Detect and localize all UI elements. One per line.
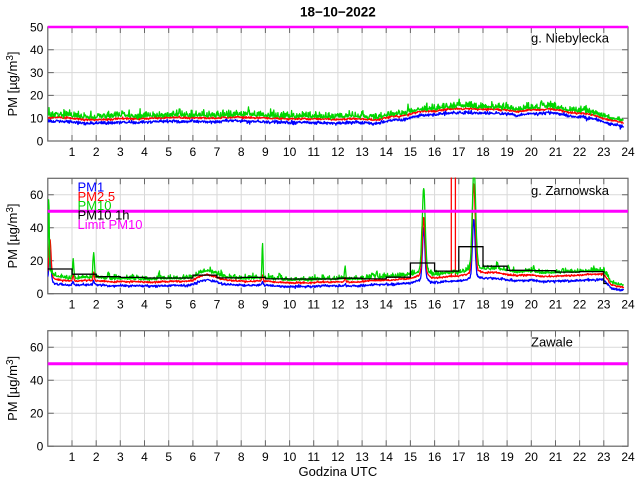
svg-text:60: 60	[30, 341, 44, 355]
svg-text:Limit PM10: Limit PM10	[78, 217, 143, 232]
svg-text:24: 24	[621, 298, 635, 312]
svg-text:8: 8	[238, 145, 245, 159]
svg-text:17: 17	[452, 298, 466, 312]
svg-text:23: 23	[597, 298, 611, 312]
svg-text:PM [µg/m3]: PM [µg/m3]	[5, 51, 20, 116]
svg-text:16: 16	[428, 298, 442, 312]
svg-text:8: 8	[238, 298, 245, 312]
svg-text:PM10 1h: PM10 1h	[78, 208, 130, 223]
svg-text:6: 6	[190, 298, 197, 312]
svg-text:Godzina UTC: Godzina UTC	[299, 464, 378, 479]
svg-text:g. Zarnowska: g. Zarnowska	[531, 183, 610, 198]
svg-text:14: 14	[380, 450, 394, 464]
svg-text:7: 7	[214, 298, 221, 312]
svg-text:11: 11	[307, 298, 320, 312]
svg-text:1: 1	[69, 298, 76, 312]
svg-text:20: 20	[30, 407, 44, 421]
svg-text:PM1: PM1	[78, 180, 105, 195]
svg-text:13: 13	[355, 450, 369, 464]
svg-text:PM [µg/m3]: PM [µg/m3]	[5, 356, 20, 421]
svg-text:0: 0	[37, 287, 44, 301]
svg-text:17: 17	[452, 450, 466, 464]
svg-text:22: 22	[573, 145, 587, 159]
svg-text:0: 0	[37, 440, 44, 454]
svg-text:10: 10	[283, 298, 297, 312]
svg-text:10: 10	[283, 145, 297, 159]
svg-text:7: 7	[214, 450, 221, 464]
svg-text:40: 40	[30, 221, 44, 235]
svg-text:13: 13	[355, 298, 369, 312]
svg-text:20: 20	[525, 298, 539, 312]
svg-text:50: 50	[30, 20, 44, 34]
svg-text:2: 2	[93, 145, 100, 159]
svg-text:12: 12	[331, 450, 345, 464]
svg-text:24: 24	[621, 145, 635, 159]
svg-text:PM10: PM10	[78, 198, 112, 213]
svg-text:16: 16	[428, 450, 442, 464]
svg-text:24: 24	[621, 450, 635, 464]
svg-text:10: 10	[30, 112, 44, 126]
svg-text:2: 2	[93, 298, 100, 312]
svg-text:1: 1	[69, 450, 76, 464]
svg-text:21: 21	[549, 298, 563, 312]
svg-text:4: 4	[141, 145, 148, 159]
svg-text:11: 11	[307, 450, 320, 464]
svg-text:14: 14	[380, 298, 394, 312]
svg-text:3: 3	[117, 450, 124, 464]
svg-text:Zawale: Zawale	[531, 335, 573, 350]
svg-text:9: 9	[262, 450, 269, 464]
svg-text:1: 1	[69, 145, 76, 159]
svg-text:3: 3	[117, 298, 124, 312]
svg-text:14: 14	[380, 145, 394, 159]
svg-text:20: 20	[30, 254, 44, 268]
svg-text:2: 2	[93, 450, 100, 464]
svg-text:5: 5	[165, 145, 172, 159]
svg-text:22: 22	[573, 450, 587, 464]
svg-text:12: 12	[331, 145, 345, 159]
svg-text:5: 5	[165, 298, 172, 312]
svg-text:8: 8	[238, 450, 245, 464]
svg-text:19: 19	[500, 298, 514, 312]
svg-text:3: 3	[117, 145, 124, 159]
svg-text:60: 60	[30, 188, 44, 202]
svg-text:11: 11	[307, 145, 320, 159]
svg-text:PM2.5: PM2.5	[78, 189, 116, 204]
svg-text:17: 17	[452, 145, 466, 159]
svg-text:19: 19	[500, 145, 514, 159]
svg-text:7: 7	[214, 145, 221, 159]
svg-text:4: 4	[141, 298, 148, 312]
svg-text:20: 20	[525, 450, 539, 464]
svg-text:10: 10	[283, 450, 297, 464]
svg-text:22: 22	[573, 298, 587, 312]
svg-text:40: 40	[30, 374, 44, 388]
svg-text:30: 30	[30, 66, 44, 80]
svg-text:20: 20	[525, 145, 539, 159]
svg-text:18: 18	[476, 145, 490, 159]
svg-text:g. Niebylecka: g. Niebylecka	[531, 31, 610, 46]
svg-text:9: 9	[262, 145, 269, 159]
svg-text:16: 16	[428, 145, 442, 159]
svg-text:PM [µg/m3]: PM [µg/m3]	[5, 203, 20, 268]
svg-text:40: 40	[30, 43, 44, 57]
svg-text:21: 21	[549, 450, 563, 464]
svg-text:13: 13	[355, 145, 369, 159]
svg-text:6: 6	[190, 450, 197, 464]
svg-text:18: 18	[476, 450, 490, 464]
svg-text:6: 6	[190, 145, 197, 159]
svg-text:21: 21	[549, 145, 563, 159]
svg-text:9: 9	[262, 298, 269, 312]
svg-text:20: 20	[30, 89, 44, 103]
svg-text:23: 23	[597, 450, 611, 464]
svg-text:19: 19	[500, 450, 514, 464]
svg-text:5: 5	[165, 450, 172, 464]
svg-text:23: 23	[597, 145, 611, 159]
svg-text:15: 15	[404, 450, 418, 464]
svg-text:4: 4	[141, 450, 148, 464]
svg-text:0: 0	[37, 134, 44, 148]
svg-text:18−10−2022: 18−10−2022	[300, 5, 376, 20]
svg-text:15: 15	[404, 145, 418, 159]
svg-text:12: 12	[331, 298, 345, 312]
svg-text:18: 18	[476, 298, 490, 312]
svg-text:15: 15	[404, 298, 418, 312]
